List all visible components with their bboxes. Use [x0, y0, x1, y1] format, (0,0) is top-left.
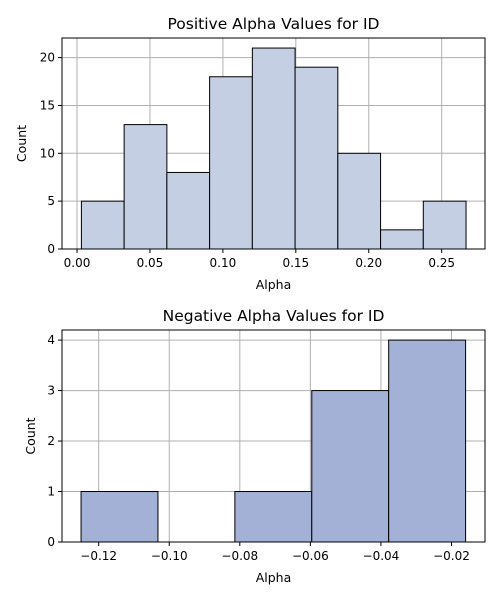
- histogram-bar: [209, 76, 253, 250]
- y-tick-label: 15: [40, 98, 55, 112]
- x-axis-label: Alpha: [256, 570, 292, 585]
- axes-frame: [61, 37, 486, 250]
- x-tick-label: 0.10: [210, 256, 237, 270]
- y-tick-label: 10: [40, 146, 55, 160]
- y-ticks: 0 1 2 3 4: [47, 333, 62, 549]
- x-tick-label: −0.04: [363, 549, 400, 563]
- y-tick-label: 2: [47, 434, 55, 448]
- y-axis-label: Count: [14, 125, 29, 162]
- x-tick-label: 0.00: [64, 256, 91, 270]
- x-axis-label: Alpha: [256, 277, 292, 292]
- histogram-bar: [80, 200, 125, 250]
- histogram-bar: [294, 66, 339, 250]
- negative-alpha-histogram: Negative Alpha Values for ID −0.12 −0.10−…: [23, 307, 486, 585]
- histogram-bar: [234, 491, 313, 543]
- y-tick-label: 4: [47, 333, 55, 347]
- x-tick-label: 0.15: [282, 256, 309, 270]
- y-tick-label: 20: [40, 51, 55, 65]
- histogram-bar: [251, 47, 296, 250]
- x-tick-label: 0.05: [137, 256, 164, 270]
- histogram-bar: [422, 200, 467, 250]
- histogram-bar: [380, 229, 424, 250]
- histogram-bar: [166, 171, 211, 250]
- y-tick-label: 5: [47, 194, 55, 208]
- x-tick-label: −0.02: [433, 549, 470, 563]
- y-tick-label: 0: [47, 535, 55, 549]
- histogram-bar: [337, 152, 382, 250]
- x-ticks: 0.00 0.05 0.10 0.15 0.20 0.25: [64, 249, 455, 270]
- y-tick-label: 0: [47, 242, 55, 256]
- positive-alpha-histogram: Positive Alpha Values for ID 0.00 0.05 0.1…: [14, 15, 486, 292]
- x-tick-label: −0.08: [221, 549, 258, 563]
- x-tick-label: 0.20: [355, 256, 382, 270]
- x-ticks: −0.12 −0.10 −0.08 −0.06 −0.04 −0.02: [80, 542, 470, 563]
- chart-title: Positive Alpha Values for ID: [168, 15, 380, 33]
- chart-title: Negative Alpha Values for ID: [163, 307, 385, 325]
- x-tick-label: 0.25: [428, 256, 455, 270]
- y-tick-label: 3: [47, 384, 55, 398]
- x-tick-label: −0.12: [80, 549, 117, 563]
- axes-frame: [61, 329, 486, 543]
- x-tick-label: −0.06: [292, 549, 329, 563]
- x-tick-label: −0.10: [151, 549, 188, 563]
- y-ticks: 0 5 10 15 20: [40, 51, 62, 256]
- histogram-bar: [388, 339, 467, 543]
- histogram-bar: [80, 491, 159, 543]
- histogram-bar: [311, 390, 390, 543]
- y-axis-label: Count: [23, 417, 38, 454]
- bars: [80, 47, 467, 250]
- histogram-bar: [123, 124, 168, 250]
- bars: [80, 339, 467, 543]
- y-tick-label: 1: [47, 485, 55, 499]
